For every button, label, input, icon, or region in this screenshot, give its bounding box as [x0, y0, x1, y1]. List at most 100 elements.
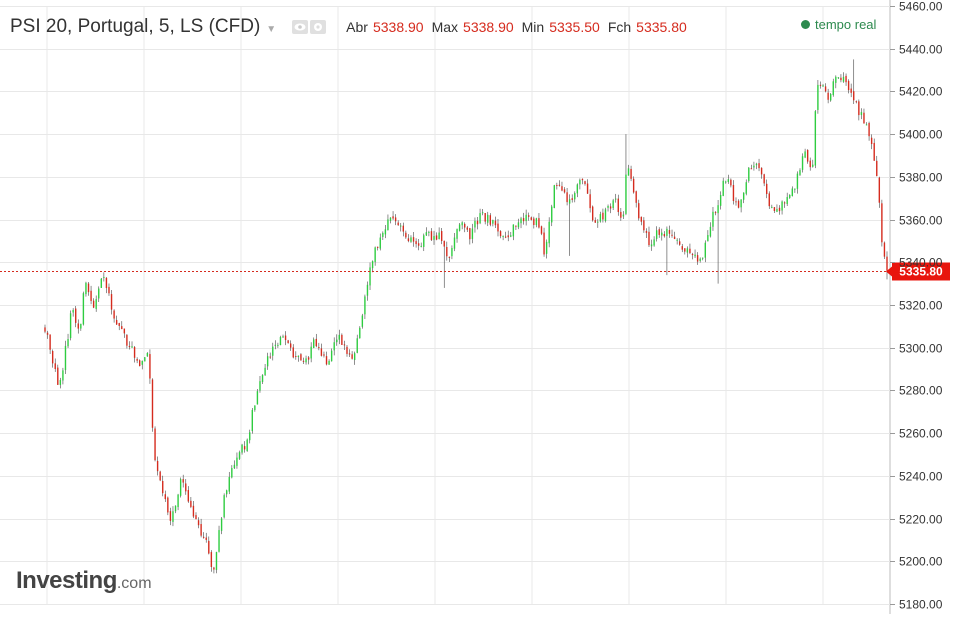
candle-body — [202, 536, 205, 538]
candle-body — [197, 520, 200, 526]
high-value: 5338.90 — [463, 19, 514, 35]
candle-body — [512, 224, 515, 237]
candle-body — [691, 254, 694, 256]
candle-body — [103, 276, 105, 278]
candle-body — [484, 212, 486, 222]
y-tick-label: 5360.00 — [899, 214, 943, 228]
candle-body — [842, 76, 845, 82]
candle-body — [853, 91, 855, 101]
candle-body — [49, 334, 51, 350]
candle-body — [98, 288, 100, 299]
candle-body — [256, 391, 259, 405]
candle-body — [274, 344, 277, 346]
candle-body — [353, 353, 356, 361]
candle-body — [791, 188, 794, 197]
instrument-title[interactable]: PSI 20, Portugal, 5, LS (CFD) — [10, 16, 261, 37]
candle-body — [144, 357, 146, 362]
candle-body — [195, 515, 197, 520]
candle-body — [553, 185, 555, 208]
candle-body — [794, 188, 796, 190]
candle-body — [226, 490, 228, 495]
candle-body — [781, 201, 783, 211]
candle-body — [302, 360, 305, 362]
candle-body — [758, 163, 760, 169]
candle-body — [883, 242, 886, 257]
candle-body — [156, 460, 159, 472]
candle-body — [615, 198, 617, 200]
gear-icon[interactable] — [310, 20, 327, 34]
y-tick-label: 5220.00 — [899, 513, 943, 527]
candle-body — [799, 170, 801, 175]
candle-body — [241, 444, 243, 453]
candle-body — [364, 296, 366, 315]
chevron-down-icon[interactable]: ▼ — [266, 23, 277, 35]
realtime-label: tempo real — [815, 17, 877, 32]
candle-body — [661, 232, 663, 236]
candle-body — [75, 308, 77, 323]
candle-body — [259, 381, 261, 391]
candle-body — [589, 194, 591, 209]
candle-body — [205, 537, 207, 540]
candle-body — [446, 247, 448, 257]
candle-body — [822, 85, 824, 87]
candle-body — [366, 284, 369, 296]
candle-body — [254, 405, 256, 411]
candle-body — [341, 334, 343, 345]
candle-body — [520, 218, 522, 224]
candle-body — [292, 347, 294, 358]
candle-body — [489, 215, 492, 225]
candle-body — [591, 206, 594, 221]
candle-body — [673, 236, 676, 239]
candle-body — [471, 228, 474, 239]
candle-body — [776, 208, 778, 212]
candle-body — [149, 354, 151, 379]
candle-body — [126, 334, 128, 346]
candle-body — [645, 231, 648, 233]
candle-body — [123, 328, 126, 334]
investing-logo: Investing .com — [16, 567, 152, 595]
candle-body — [709, 226, 712, 237]
candle-body — [394, 217, 397, 222]
candle-body — [359, 327, 361, 339]
candle-body — [773, 207, 776, 211]
candle-body — [860, 112, 863, 115]
candle-body — [696, 255, 699, 262]
candle-body — [717, 205, 719, 214]
candle-body — [778, 207, 781, 212]
candle-body — [420, 245, 422, 247]
candle-body — [110, 294, 113, 310]
candle-body — [287, 340, 289, 343]
candle-body — [699, 258, 701, 261]
candle-body — [876, 160, 878, 177]
candle-body — [249, 432, 251, 441]
candle-body — [400, 225, 402, 227]
eye-icon[interactable] — [292, 20, 309, 34]
candle-body — [558, 184, 561, 186]
candle-body — [417, 243, 420, 246]
candle-body — [318, 347, 320, 349]
candle-body — [69, 313, 72, 339]
candle-body — [625, 174, 627, 214]
candle-body — [412, 237, 415, 242]
y-tick-label: 5200.00 — [899, 555, 943, 569]
y-tick-label: 5300.00 — [899, 342, 943, 356]
candle-body — [87, 283, 90, 293]
candle-body — [574, 193, 576, 200]
close-label: Fch — [607, 19, 632, 35]
candle-body — [264, 367, 266, 375]
candle-body — [300, 354, 302, 361]
candle-body — [824, 86, 827, 92]
candle-body — [323, 354, 325, 356]
candle-body — [666, 228, 668, 236]
candle-body — [430, 231, 433, 241]
candle-body — [538, 218, 540, 228]
candle-body — [740, 199, 742, 208]
high-label: Max — [431, 19, 459, 35]
candle-body — [835, 76, 837, 83]
candle-body — [551, 206, 553, 223]
candle-body — [602, 212, 604, 220]
candle-body — [476, 220, 479, 225]
candle-body — [384, 229, 387, 235]
candle-body — [218, 530, 220, 552]
